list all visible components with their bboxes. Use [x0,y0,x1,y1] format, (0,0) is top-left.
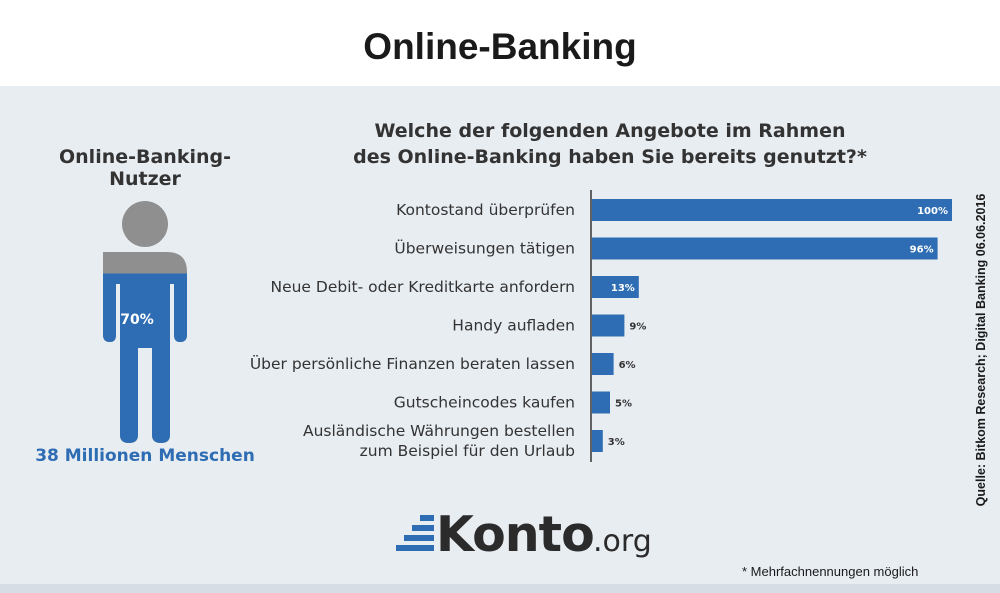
bar-4 [592,353,614,375]
bar-1 [592,237,938,260]
bar-0 [592,199,952,221]
bar-3 [592,314,625,337]
category-label-6-0: Ausländische Währungen bestellen [303,422,575,440]
bar-2 [592,276,639,298]
bar-value-label-3: 9% [629,322,646,333]
question-line-1: Welche der folgenden Angebote im Rahmen [374,120,846,142]
users-title: Online-Banking-Nutzer [59,146,231,190]
bar-5 [592,391,610,414]
people-count-label: 38 Millionen Menschen [35,446,255,466]
source-note: Quelle: Bitkom Research; Digital Banking… [974,194,988,507]
bar-value-label-6: 3% [608,437,625,448]
bar-value-label-0: 100% [917,206,948,217]
category-label-5: Gutscheincodes kaufen [394,394,575,412]
bar-value-label-5: 5% [615,399,632,410]
person-percent-label: 70% [120,312,154,328]
bar-value-label-2: 13% [611,283,635,294]
footnote: * Mehrfachnennungen möglich [742,564,919,579]
logo-suffix: .org [593,524,652,559]
bottom-bar [0,584,1000,593]
category-label-1: Überweisungen tätigen [394,239,575,258]
page-title: Online-Banking [363,26,637,67]
question-line-2: des Online-Banking haben Sie bereits gen… [353,146,867,168]
chart-question: Welche der folgenden Angebote im Rahmen … [350,118,870,170]
category-label-0: Kontostand überprüfen [396,201,575,219]
category-label-3: Handy aufladen [452,317,575,335]
person-figure: 70% [103,201,187,443]
category-label-4: Über persönliche Finanzen beraten lassen [250,354,575,373]
logo: Konto .org [396,506,676,571]
category-label-2: Neue Debit- oder Kreditkarte anfordern [270,278,575,296]
bar-value-label-4: 6% [619,360,636,371]
logo-text: Konto [436,506,595,563]
source-text: Quelle: Bitkom Research; Digital Banking… [974,194,988,507]
category-label-6-1: zum Beispiel für den Urlaub [360,442,575,460]
bar-6 [592,430,603,452]
bar-value-label-1: 96% [910,245,934,256]
header: Online-Banking [0,0,1000,86]
bar-stack-icon [396,515,434,551]
